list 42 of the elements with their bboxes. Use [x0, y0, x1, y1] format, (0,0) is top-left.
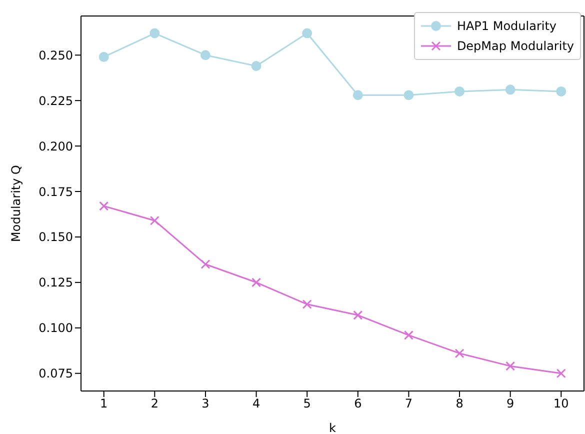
point — [302, 300, 312, 309]
point — [150, 216, 160, 226]
y-tick-label: 0.150 — [38, 230, 73, 244]
point — [200, 50, 210, 60]
y-tick-label: 0.225 — [38, 94, 73, 108]
point — [404, 90, 414, 100]
legend-label: DepMap Modularity — [456, 39, 574, 53]
point — [352, 90, 363, 100]
point — [454, 86, 465, 96]
x-tick-label: 8 — [456, 396, 464, 411]
point — [98, 52, 109, 62]
point — [302, 28, 312, 38]
x-tick-label: 5 — [303, 396, 311, 411]
x-tick-label: 10 — [553, 396, 569, 411]
point — [556, 368, 566, 378]
x-tick-label: 2 — [150, 396, 158, 411]
point — [150, 28, 160, 38]
x-tick-label: 1 — [100, 396, 108, 411]
y-axis-title: Modularity Q — [9, 165, 23, 242]
y-tick-label: 0.250 — [38, 48, 73, 62]
y-tick-label: 0.125 — [38, 276, 73, 290]
y-tick-label: 0.200 — [38, 139, 73, 154]
point — [506, 361, 516, 371]
point — [353, 310, 363, 320]
y-tick-label: 0.075 — [38, 366, 73, 381]
x-tick-label: 3 — [202, 396, 210, 411]
point — [454, 348, 464, 358]
x-tick-label: 4 — [252, 396, 260, 411]
x-tick-label: 6 — [354, 396, 362, 411]
y-tick-label: 0.100 — [38, 321, 73, 336]
point — [556, 86, 566, 96]
x-axis-title: k — [329, 421, 336, 434]
y-tick-label: 0.175 — [38, 184, 73, 199]
x-tick-label: 7 — [404, 396, 413, 411]
point — [251, 61, 262, 72]
point — [252, 278, 262, 288]
point — [404, 330, 414, 340]
legend-label: HAP1 Modularity — [456, 19, 557, 33]
point — [505, 84, 516, 95]
point — [200, 259, 210, 269]
point — [99, 201, 109, 211]
x-tick-label: 9 — [506, 396, 514, 411]
